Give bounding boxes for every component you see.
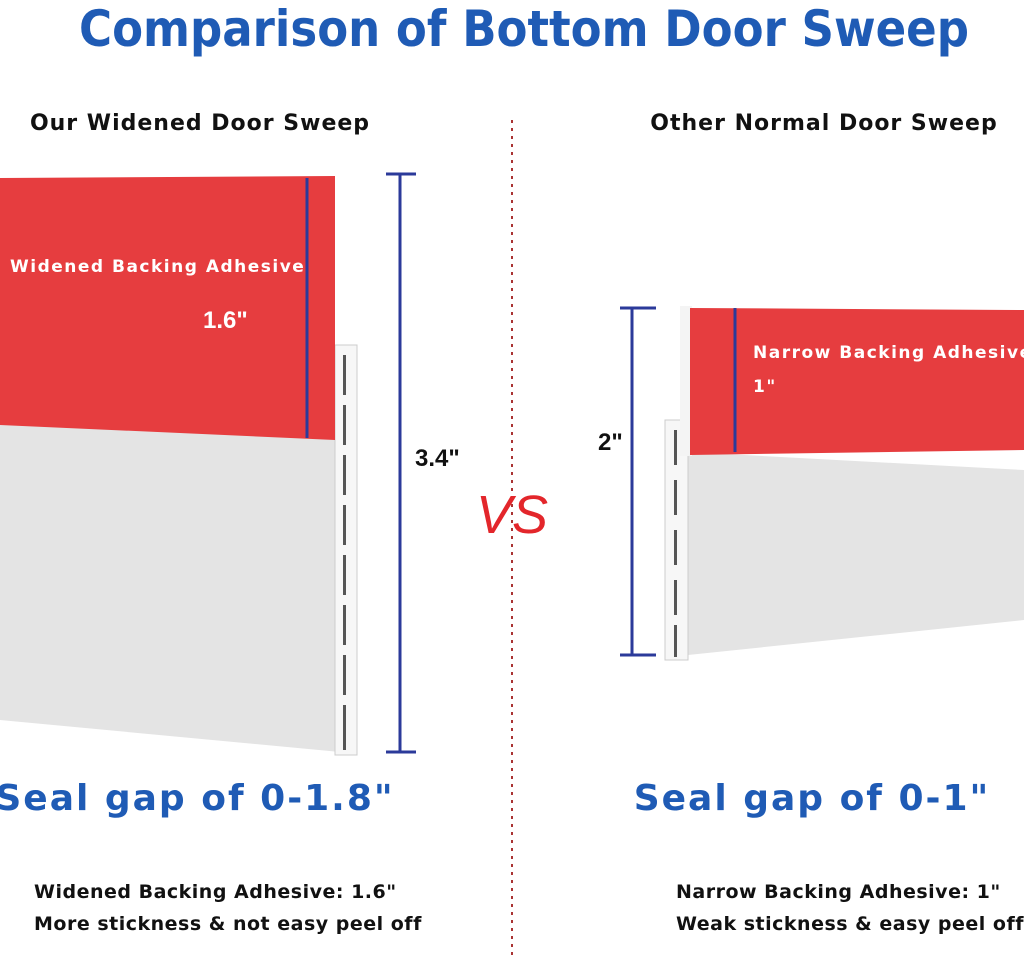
adhesive — [0, 176, 335, 440]
adhesive-width: 1" — [753, 377, 777, 397]
fin-slots — [674, 430, 677, 657]
sweep-body — [0, 420, 340, 752]
seal-gap: Seal gap of 0-1" — [634, 778, 991, 819]
heading: Other Normal Door Sweep — [650, 111, 997, 136]
adhesive — [690, 308, 1024, 455]
title: Comparison of Bottom Door Sweep — [79, 0, 969, 58]
heading: Our Widened Door Sweep — [30, 111, 370, 136]
dimension-line — [620, 306, 656, 657]
total-height: 2" — [598, 429, 623, 456]
seal-gap: Seal gap of 0-1.8" — [0, 778, 395, 819]
dimension-line — [386, 172, 416, 754]
note: Weak stickness & easy peel off — [676, 913, 1024, 935]
adhesive-width: 1.6" — [203, 307, 248, 334]
vs: VS — [476, 485, 548, 545]
total-height: 3.4" — [415, 445, 460, 472]
sweep-body — [688, 452, 1024, 655]
note: Narrow Backing Adhesive: 1" — [676, 881, 1001, 903]
note: Widened Backing Adhesive: 1.6" — [34, 881, 397, 903]
adhesive-label: Widened Backing Adhesive — [10, 257, 305, 277]
note: More stickness & not easy peel off — [34, 913, 422, 935]
sweep-fin — [334, 344, 358, 756]
sweep-edge — [680, 306, 692, 456]
fin-slots — [343, 355, 346, 750]
adhesive-label: Narrow Backing Adhesive — [753, 343, 1024, 363]
